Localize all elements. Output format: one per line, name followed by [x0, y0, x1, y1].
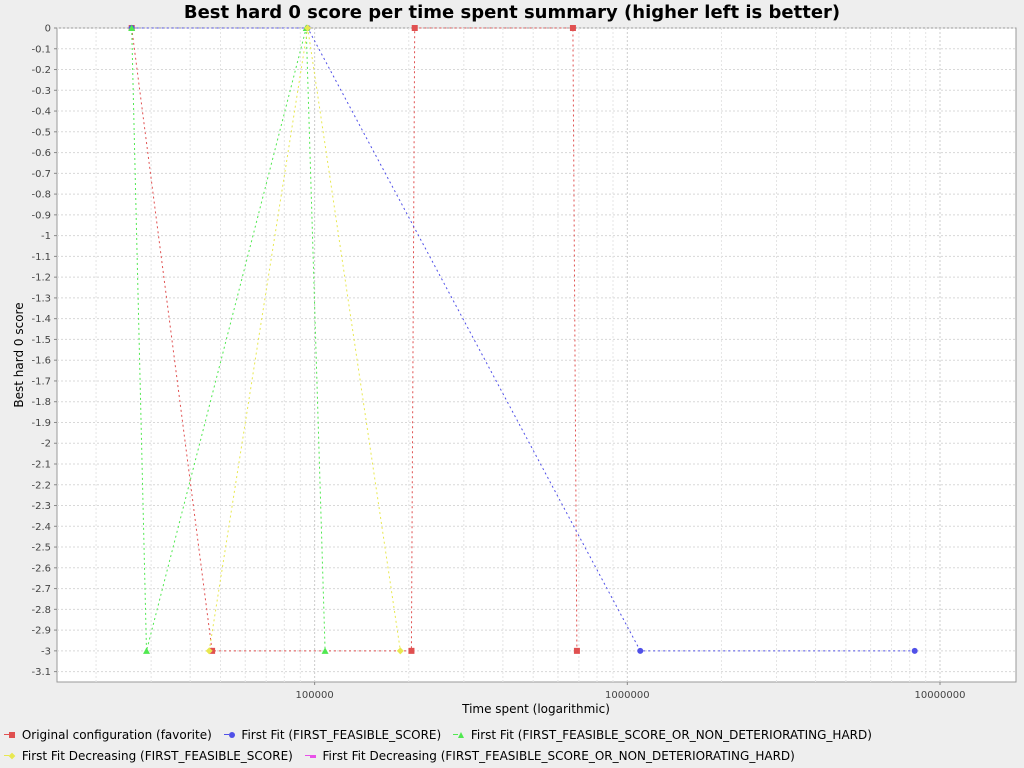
- legend-triangle-icon: [453, 730, 467, 740]
- y-tick-label: -0.1: [31, 44, 51, 55]
- y-tick-label: -0.4: [31, 107, 51, 118]
- chart: 0 -0.1 -0.2 -0.3 -0.4 -0.5 -0.6 -0.7 -0.8 -0.9 -1 -…: [12, 24, 1017, 716]
- data-point: [569, 25, 576, 31]
- y-tick-label: -1: [41, 231, 51, 242]
- data-point: [396, 647, 404, 655]
- y-tick-label: -1.6: [31, 356, 51, 367]
- y-tick-label: -2.6: [31, 563, 51, 574]
- series-layer: [128, 24, 918, 655]
- y-tick-label: -3.1: [31, 667, 51, 678]
- legend-label: First Fit (FIRST_FEASIBLE_SCORE_OR_NON_D…: [470, 728, 872, 742]
- x-tick-label: 10000000: [915, 690, 966, 701]
- y-tick-label: -1.3: [31, 293, 51, 304]
- x-axis-label: Time spent (logarithmic): [461, 702, 610, 716]
- y-tick-label: -0.6: [31, 148, 51, 159]
- legend-item-first-fit: First Fit (FIRST_FEASIBLE_SCORE): [223, 726, 442, 744]
- y-tick-label: -2.5: [31, 543, 51, 554]
- series-line: [131, 27, 326, 652]
- data-point: [143, 647, 151, 654]
- y-tick-label: -1.9: [31, 418, 51, 429]
- y-tick-label: -0.2: [31, 65, 51, 76]
- data-point: [205, 647, 213, 655]
- y-tick-label: -3: [41, 646, 51, 657]
- y-tick-label: -1.5: [31, 335, 51, 346]
- y-axis-ticks: 0 -0.1 -0.2 -0.3 -0.4 -0.5 -0.6 -0.7 -0.8 -0.9 -1 -…: [31, 24, 57, 678]
- y-tick-label: -2.3: [31, 501, 51, 512]
- legend-item-first-fit-decreasing: First Fit Decreasing (FIRST_FEASIBLE_SCO…: [4, 747, 293, 765]
- y-tick-label: -2.7: [31, 584, 51, 595]
- legend-rect-icon: [304, 751, 319, 761]
- legend-label: First Fit (FIRST_FEASIBLE_SCORE): [241, 728, 442, 742]
- y-tick-label: -1.2: [31, 273, 51, 284]
- data-point: [304, 24, 312, 32]
- y-tick-label: -0.8: [31, 190, 51, 201]
- legend-item-original-configuration: Original configuration (favorite): [4, 726, 212, 744]
- y-tick-label: -1.8: [31, 397, 51, 408]
- legend-row: First Fit Decreasing (FIRST_FEASIBLE_SCO…: [4, 747, 803, 765]
- legend-circle-icon: [223, 730, 238, 740]
- data-point: [411, 25, 418, 31]
- data-point: [911, 647, 918, 654]
- y-tick-label: -2: [41, 439, 51, 450]
- y-tick-label: -2.8: [31, 605, 51, 616]
- legend-label: Original configuration (favorite): [21, 728, 212, 742]
- x-tick-label: 1000000: [605, 690, 650, 701]
- legend-label: First Fit Decreasing (FIRST_FEASIBLE_SCO…: [21, 749, 293, 763]
- legend-diamond-icon: [4, 751, 18, 761]
- plot-area: [56, 27, 1017, 683]
- series-3: [205, 24, 404, 655]
- legend-label: First Fit Decreasing (FIRST_FEASIBLE_SCO…: [322, 749, 795, 763]
- y-tick-label: -2.1: [31, 460, 51, 471]
- y-tick-label: -2.9: [31, 626, 51, 637]
- legend-item-first-fit-non-deteriorating: First Fit (FIRST_FEASIBLE_SCORE_OR_NON_D…: [453, 726, 872, 744]
- legend-row: Original configuration (favorite) First …: [4, 726, 880, 744]
- legend-item-first-fit-decreasing-non-deteriorating: First Fit Decreasing (FIRST_FEASIBLE_SCO…: [304, 747, 795, 765]
- data-point: [408, 647, 415, 654]
- chart-title: Best hard 0 score per time spent summary…: [183, 2, 841, 23]
- x-tick-label: 100000: [296, 690, 334, 701]
- y-tick-label: -2.2: [31, 480, 51, 491]
- y-tick-label: -1.1: [31, 252, 51, 263]
- legend: Original configuration (favorite) First …: [0, 726, 1024, 768]
- grid: [57, 27, 1016, 682]
- y-tick-label: -0.9: [31, 210, 51, 221]
- x-axis-ticks: 100000 1000000 10000000: [296, 682, 966, 701]
- y-tick-label: -0.3: [31, 86, 51, 97]
- legend-square-icon: [4, 730, 18, 740]
- y-tick-label: -1.4: [31, 314, 51, 325]
- data-point: [128, 24, 136, 31]
- series-2: [128, 24, 329, 654]
- data-point: [573, 647, 580, 654]
- y-tick-label: -2.4: [31, 522, 51, 533]
- y-tick-label: -0.7: [31, 169, 51, 180]
- y-tick-label: -0.5: [31, 127, 51, 138]
- data-point: [637, 647, 644, 654]
- y-axis-label: Best hard 0 score: [12, 302, 26, 407]
- y-tick-label: 0: [45, 24, 51, 35]
- y-tick-label: -1.7: [31, 376, 51, 387]
- data-point: [321, 647, 329, 654]
